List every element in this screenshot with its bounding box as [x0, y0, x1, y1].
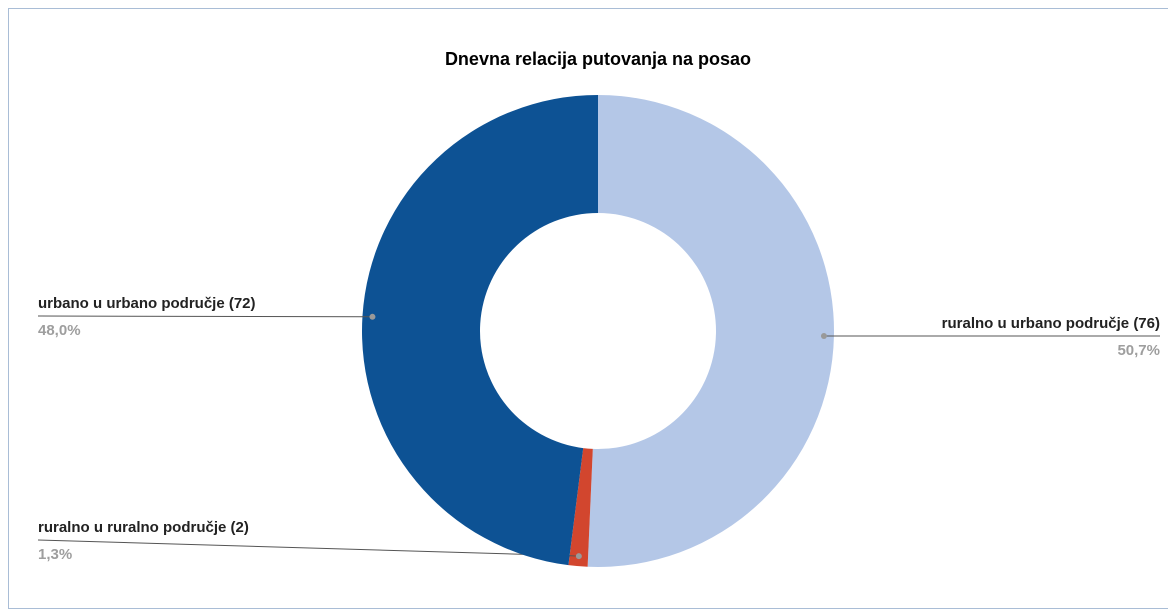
leader-dot	[369, 313, 376, 320]
slice-value-label: 48,0%	[38, 322, 81, 339]
slice-label: ruralno u ruralno područje (2)	[38, 519, 249, 536]
slice-value-label: 1,3%	[38, 546, 72, 563]
donut-slice	[361, 95, 598, 566]
donut-slice	[587, 95, 834, 567]
slice-value-label: 50,7%	[1117, 342, 1160, 359]
slice-label: urbano u urbano područje (72)	[38, 295, 256, 312]
donut-slice	[568, 448, 593, 567]
slice-label: ruralno u urbano područje (76)	[942, 315, 1160, 332]
leader-dot	[575, 553, 582, 560]
chart-title: Dnevna relacija putovanja na posao	[445, 49, 751, 69]
leader-dot	[820, 332, 827, 339]
